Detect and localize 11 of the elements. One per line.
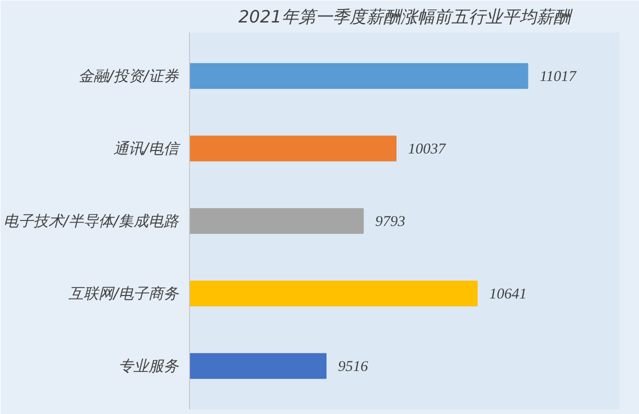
data-label: 11017: [540, 69, 578, 85]
y-tick-label: 金融/投资/证券: [78, 67, 180, 85]
data-label: 9516: [338, 359, 369, 375]
chart-title: 2021年第一季度薪酬涨幅前五行业平均薪酬: [238, 8, 574, 28]
data-label: 10641: [489, 286, 527, 302]
y-tick-label: 专业服务: [118, 357, 180, 375]
data-label: 10037: [408, 142, 448, 158]
y-tick-label: 通讯/电信: [113, 140, 180, 158]
y-tick-label: 电子技术/半导体/集成电路: [3, 212, 180, 230]
y-tick-label: 互联网/电子商务: [68, 284, 180, 302]
data-label: 9793: [375, 214, 406, 230]
